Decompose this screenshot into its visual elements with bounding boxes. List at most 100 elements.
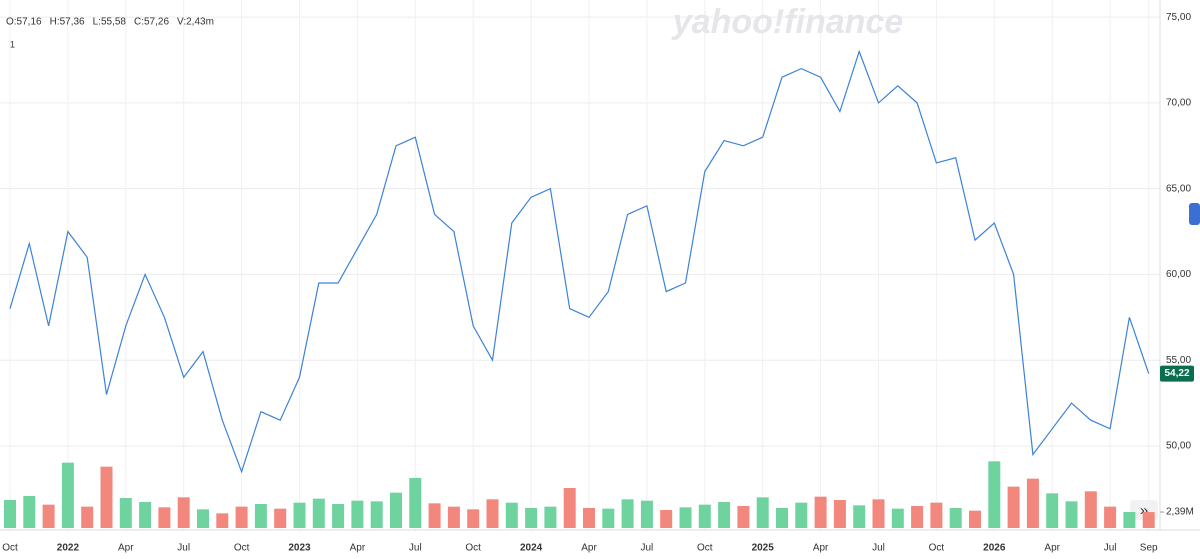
x-tick-label: Oct: [234, 543, 250, 554]
volume-bar: [737, 506, 750, 528]
volume-bar: [1065, 501, 1078, 528]
x-tick-label: Apr: [1044, 543, 1060, 554]
y-tick-label: 60,00: [1166, 269, 1191, 280]
x-tick-label: 2025: [752, 543, 775, 554]
x-tick-label: 2022: [57, 543, 80, 554]
ohlc-item: C:57,26: [134, 17, 169, 28]
x-tick-label: Oct: [465, 543, 481, 554]
x-tick-label: Apr: [581, 543, 597, 554]
volume-bar: [197, 509, 209, 528]
volume-bar: [61, 462, 74, 528]
volume-bar: [1007, 486, 1020, 528]
volume-bar: [42, 504, 55, 528]
volume-bar: [235, 506, 248, 528]
x-tick-label: 2023: [288, 543, 311, 554]
volume-bar: [370, 501, 383, 528]
x-tick-label: Jul: [872, 543, 885, 554]
price-line: [9, 49, 1150, 474]
volume-bar: [428, 503, 441, 528]
volume-bar: [988, 461, 1001, 528]
volume-bar: [1142, 512, 1155, 528]
volume-bar: [949, 508, 962, 528]
volume-bar: [409, 478, 422, 528]
x-tick-label: Jul: [641, 543, 654, 554]
volume-bar: [158, 507, 171, 528]
volume-bar: [254, 504, 267, 528]
volume-bar: [911, 506, 924, 528]
volume-bar: [621, 499, 634, 528]
volume-bar: [776, 508, 788, 528]
x-tick-label: Jul: [409, 543, 422, 554]
x-tick-label: Jul: [177, 543, 190, 554]
ohlc-item: O:57,16: [6, 17, 42, 28]
y-tick-label: 70,00: [1166, 98, 1191, 109]
volume-bar: [660, 510, 673, 528]
volume-bar: [23, 496, 36, 528]
x-tick-label: 2024: [520, 543, 543, 554]
volume-bar: [81, 506, 94, 528]
x-tick-label: Oct: [697, 543, 713, 554]
volume-bar: [795, 502, 808, 528]
volume-bar: [930, 502, 943, 528]
volume-bar: [1046, 493, 1059, 528]
volume-bar: [100, 466, 113, 528]
volume-bar: [177, 497, 190, 528]
volume-bar: [969, 510, 981, 528]
volume-bar: [718, 502, 731, 528]
x-tick-label: Apr: [350, 543, 366, 554]
volume-bar: [4, 500, 16, 528]
y-tick-label: 65,00: [1166, 183, 1191, 194]
volume-bar: [563, 488, 576, 528]
volume-bar: [293, 502, 306, 528]
volume-bar: [390, 492, 402, 528]
y-tick-label: 75,00: [1166, 12, 1191, 23]
scroll-button-label[interactable]: »: [1140, 502, 1148, 519]
watermark: yahoo!finance: [671, 3, 903, 41]
volume-bar: [467, 509, 480, 528]
volume-tick-label: 2,39M: [1166, 507, 1194, 518]
volume-bar: [679, 507, 692, 528]
side-tab[interactable]: [1189, 203, 1200, 225]
volume-bar: [447, 506, 460, 528]
volume-bar: [756, 497, 769, 528]
volume-bar: [274, 508, 287, 528]
volume-bar: [486, 499, 499, 528]
volume-bar: [312, 498, 325, 528]
volume-bar: [833, 500, 846, 528]
ohlc-item: L:55,58: [93, 17, 127, 28]
volume-bar: [891, 508, 904, 528]
volume-bar: [602, 508, 615, 528]
interval-label[interactable]: 1: [10, 39, 15, 49]
volume-bar: [1104, 506, 1117, 528]
volume-bar: [351, 500, 364, 528]
volume-bar: [853, 505, 866, 528]
volume-bar: [505, 502, 518, 528]
x-tick-label: Sep: [1140, 543, 1158, 554]
last-price-label: 54,22: [1164, 368, 1189, 379]
volume-bar: [698, 504, 711, 528]
volume-bar: [583, 508, 595, 528]
volume-bar: [119, 498, 132, 528]
volume-bar: [814, 496, 827, 528]
x-tick-label: Jul: [1104, 543, 1117, 554]
volume-bar: [525, 508, 538, 528]
volume-bar: [544, 506, 557, 528]
volume-bar: [1123, 512, 1136, 528]
volume-bar: [640, 500, 653, 528]
volume-bar: [139, 502, 152, 528]
last-price-badge: [1160, 365, 1194, 382]
ohlc-item: H:57,36: [50, 17, 85, 28]
y-tick-label: 50,00: [1166, 441, 1191, 452]
ohlc-item: V:2,43m: [177, 17, 214, 28]
volume-bar: [1026, 478, 1039, 528]
volume-bar: [1084, 491, 1097, 528]
x-tick-label: 2026: [983, 543, 1006, 554]
x-tick-label: Apr: [813, 543, 829, 554]
x-tick-label: Oct: [2, 543, 18, 554]
volume-bar: [332, 504, 345, 528]
x-tick-label: Apr: [118, 543, 134, 554]
y-tick-label: 55,00: [1166, 355, 1191, 366]
volume-bar: [216, 513, 229, 528]
x-tick-label: Oct: [929, 543, 945, 554]
